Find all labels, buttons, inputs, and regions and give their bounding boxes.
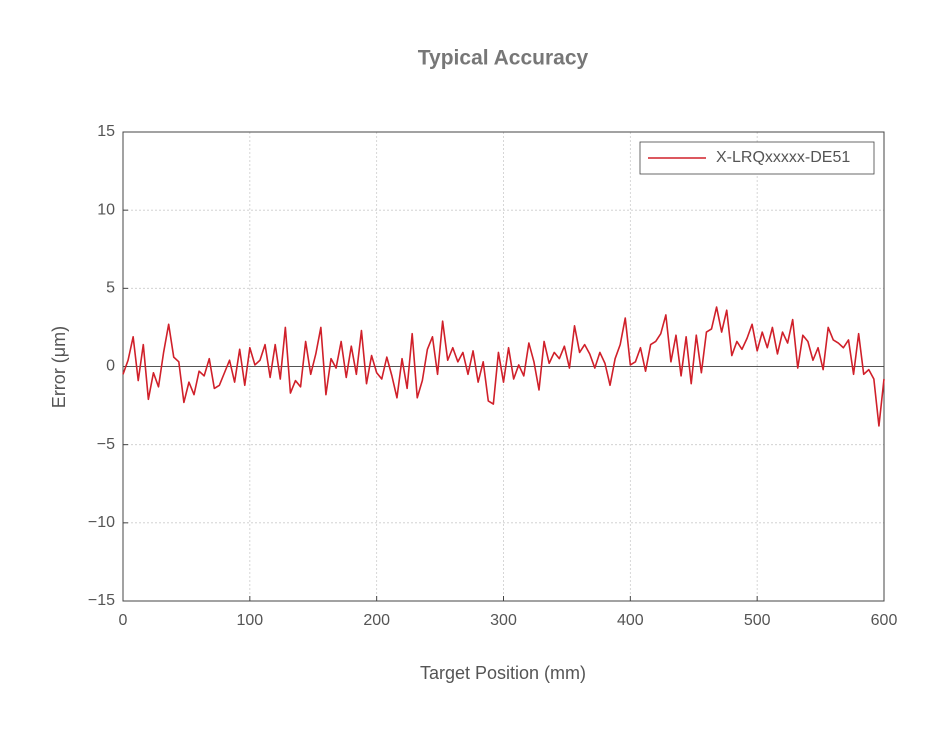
- x-tick-label: 100: [236, 612, 263, 629]
- x-axis-label: Target Position (mm): [420, 663, 586, 683]
- y-tick-label: −10: [88, 514, 115, 531]
- y-tick-label: 15: [97, 123, 115, 140]
- x-tick-label: 0: [119, 612, 128, 629]
- data-line: [122, 306, 885, 427]
- x-tick-label: 500: [744, 612, 771, 629]
- plot-frame: [122, 131, 885, 602]
- x-tick-label: 400: [617, 612, 644, 629]
- y-axis-label: Error (μm): [49, 326, 69, 408]
- chart-title: Typical Accuracy: [418, 47, 589, 70]
- y-tick-label: 0: [106, 358, 115, 375]
- y-tick-label: 5: [106, 280, 115, 297]
- y-tick-label: 10: [97, 201, 115, 218]
- legend-label: X-LRQxxxxx-DE51: [716, 149, 850, 166]
- x-tick-label: 600: [871, 612, 898, 629]
- y-tick-label: −15: [88, 592, 115, 609]
- x-tick-label: 300: [490, 612, 517, 629]
- x-tick-label: 200: [363, 612, 390, 629]
- y-tick-label: −5: [97, 436, 115, 453]
